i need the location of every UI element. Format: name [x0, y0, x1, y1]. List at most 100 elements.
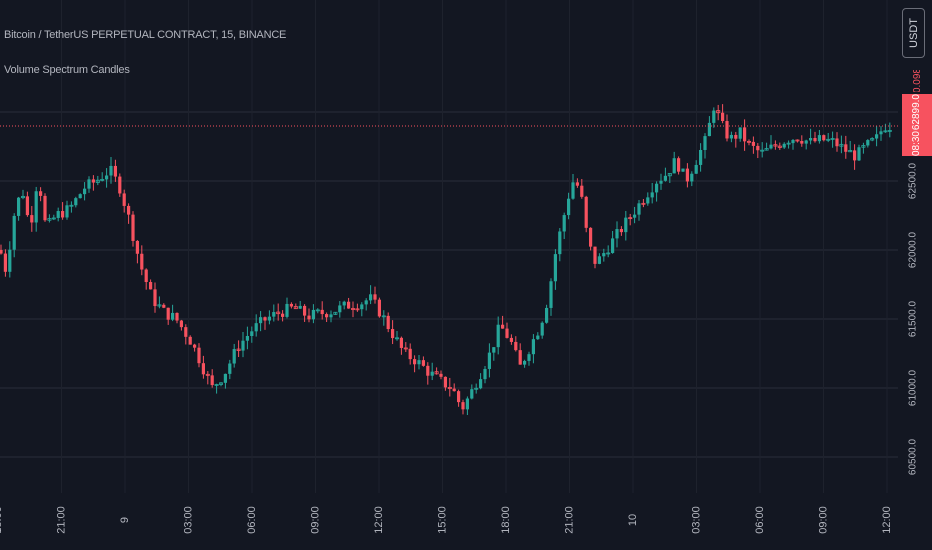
time-axis[interactable]: 18:00 21:00 9 03:00 06:00 09:00 12:00 15:00 18:0…: [0, 506, 893, 534]
currency-button[interactable]: USDT: [902, 8, 925, 58]
candle-body: [329, 314, 333, 318]
candle-body: [734, 134, 738, 139]
candle-body: [751, 141, 755, 146]
candle-body: [254, 323, 258, 332]
time-tick-label: 9: [119, 517, 131, 523]
candle-body: [386, 315, 390, 330]
candle-body: [875, 134, 879, 139]
candle-body: [870, 138, 875, 141]
candle-body: [65, 205, 69, 218]
candle-body: [338, 305, 342, 313]
candle-body: [131, 214, 135, 241]
candle-body: [241, 340, 245, 351]
candle-body: [452, 388, 456, 392]
candle-body: [293, 306, 298, 310]
last-price-value: 62899.0: [911, 94, 922, 131]
candle-body: [205, 373, 210, 376]
candle-body: [153, 289, 157, 307]
candle-body: [887, 130, 892, 132]
candle-body: [166, 307, 170, 320]
candle-body: [87, 179, 91, 189]
candle-body: [408, 348, 412, 360]
price-tick-label: 62500.0: [908, 162, 919, 199]
candle-body: [188, 336, 192, 345]
candle-body: [315, 309, 320, 312]
candle-body: [848, 150, 853, 153]
candle-body: [320, 309, 324, 315]
candle-body: [483, 368, 487, 380]
candle-body: [518, 350, 522, 365]
time-tick-label: 21:00: [55, 506, 67, 534]
candle-body: [377, 299, 381, 317]
candle-body: [162, 304, 166, 308]
candle-body: [113, 165, 117, 177]
candle-body: [844, 144, 848, 152]
candle-body: [69, 204, 74, 207]
candle-body: [157, 304, 162, 307]
candle-body: [694, 164, 698, 174]
candle-body: [655, 183, 659, 193]
candle-body: [184, 327, 188, 337]
candle-body: [30, 215, 34, 223]
candle-body: [830, 138, 835, 140]
candle-body: [866, 140, 870, 146]
candle-body: [667, 173, 672, 177]
candle-body: [434, 371, 439, 375]
symbol-title[interactable]: Bitcoin / TetherUS PERPETUAL CONTRACT, 1…: [4, 29, 287, 41]
candle-body: [171, 312, 175, 320]
candle-body: [303, 305, 307, 316]
candle-body: [12, 215, 16, 250]
price-tick-label: 62000.0: [908, 231, 919, 268]
candle-body: [707, 122, 711, 137]
candle-body: [250, 331, 254, 336]
candle-body: [3, 253, 7, 272]
candle-body: [214, 384, 219, 386]
candle-body: [135, 240, 139, 254]
price-tick-label: 60500.0: [908, 438, 919, 475]
candle-body: [403, 347, 408, 350]
time-tick-label: 12:00: [881, 506, 893, 534]
candle-body: [822, 135, 826, 141]
candle-body: [743, 127, 747, 142]
candle-body: [703, 136, 707, 150]
time-tick-label: 18:00: [0, 506, 4, 534]
candle-body: [756, 145, 760, 151]
candle-body: [593, 246, 597, 264]
candle-body: [259, 317, 263, 324]
candle-body: [100, 178, 105, 181]
candle-body: [615, 229, 619, 239]
candle-body: [272, 312, 276, 317]
candle-body: [712, 110, 716, 123]
candle-body: [289, 303, 293, 307]
candle-body: [8, 249, 12, 272]
candle-body: [201, 363, 205, 375]
candle-body: [685, 168, 689, 182]
candle-body: [677, 158, 681, 172]
candle-body: [232, 349, 236, 364]
candle-body: [307, 315, 311, 320]
candle-body: [236, 348, 241, 352]
indicator-price-value: 0.098: [911, 70, 923, 92]
candle-body: [777, 145, 782, 148]
time-tick-label: 03:00: [182, 506, 194, 534]
candle-body: [505, 328, 509, 338]
candle-body: [245, 335, 249, 341]
candle-body: [51, 217, 56, 220]
candle-body: [650, 192, 654, 198]
candle-body: [34, 191, 38, 223]
price-axis[interactable]: 60500.0 61000.0 61500.0 62000.0 62500.0: [908, 162, 919, 475]
time-tick-label: 15:00: [436, 506, 448, 534]
candle-body: [417, 360, 421, 365]
time-tick-label: 10: [627, 514, 639, 526]
candle-body: [769, 144, 773, 149]
indicator-title[interactable]: Volume Spectrum Candles: [4, 64, 130, 76]
candle-body: [267, 316, 271, 321]
candle-body: [74, 198, 78, 206]
candle-body: [514, 341, 518, 351]
candle-body: [853, 150, 857, 161]
candle-body: [575, 182, 579, 186]
candle-body: [350, 308, 355, 310]
time-tick-label: 09:00: [817, 506, 829, 534]
candle-body: [773, 144, 778, 147]
